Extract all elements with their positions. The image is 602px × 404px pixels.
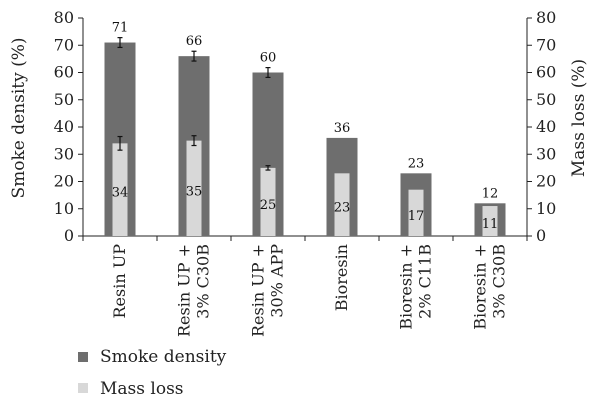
right-tick-label: 20 <box>536 172 556 191</box>
bar-mass-loss <box>482 206 498 236</box>
right-tick-label: 0 <box>536 226 546 245</box>
bar-mass-loss <box>260 167 276 236</box>
data-label-mass-loss: 35 <box>186 184 203 199</box>
bar-mass-loss <box>334 173 350 236</box>
legend-label-mass-loss: Mass loss <box>100 379 184 399</box>
data-label-smoke-density: 12 <box>482 186 499 201</box>
data-label-mass-loss: 23 <box>334 201 351 216</box>
left-tick-label: 80 <box>54 8 74 27</box>
category-label: Bioresin +2% C11B <box>397 244 435 330</box>
axes <box>82 18 528 237</box>
data-label-mass-loss: 17 <box>408 209 425 224</box>
left-tick-label: 0 <box>64 226 74 245</box>
category-label: Bioresin <box>332 244 351 311</box>
data-label-smoke-density: 66 <box>186 34 203 49</box>
data-label-smoke-density: 23 <box>408 156 425 171</box>
error-bar <box>191 50 197 62</box>
category-label-line: 3% C30B <box>194 244 213 319</box>
bars: 71 34 66 35 60 25 36 23 23 17 12 11 <box>104 21 506 237</box>
data-label-mass-loss: 34 <box>112 186 129 201</box>
category-labels: Resin UP Resin UP +3% C30B Resin UP +30% A… <box>82 236 528 337</box>
right-y-axis-title: Mass loss (%) <box>569 59 589 177</box>
left-tick-label: 30 <box>54 144 74 163</box>
error-bar <box>117 135 123 151</box>
legend: Smoke density Mass loss <box>78 347 227 399</box>
bar-mass-loss <box>408 189 424 236</box>
data-label-smoke-density: 60 <box>260 51 277 66</box>
right-tick-label: 50 <box>536 90 556 109</box>
category-label: Bioresin +3% C30B <box>471 244 509 330</box>
right-tick-label: 30 <box>536 144 556 163</box>
category-label-line: Resin UP <box>110 244 129 319</box>
bar-mass-loss <box>186 140 202 236</box>
data-label-smoke-density: 36 <box>334 121 351 136</box>
category-label-line: 3% C30B <box>490 244 509 319</box>
right-tick-label: 40 <box>536 117 556 136</box>
error-bar <box>265 165 271 171</box>
data-label-smoke-density: 71 <box>112 21 129 36</box>
left-tick-label: 70 <box>54 35 74 54</box>
data-label-mass-loss: 11 <box>482 217 499 232</box>
left-tick-label: 50 <box>54 90 74 109</box>
error-bar <box>117 37 123 49</box>
right-tick-label: 10 <box>536 199 556 218</box>
left-y-ticks: 0 10 20 30 40 50 60 70 80 <box>54 8 83 245</box>
legend-swatch-smoke-density <box>78 352 88 362</box>
category-label-line: Bioresin <box>332 244 351 311</box>
right-y-ticks: 0 10 20 30 40 50 60 70 80 <box>527 8 556 245</box>
left-tick-label: 40 <box>54 117 74 136</box>
left-tick-label: 20 <box>54 172 74 191</box>
right-tick-label: 60 <box>536 63 556 82</box>
category-label-line: Bioresin + <box>397 244 416 330</box>
category-label: Resin UP <box>110 244 129 319</box>
data-label-mass-loss: 25 <box>260 198 277 213</box>
error-bar <box>191 135 197 147</box>
bar-mass-loss <box>112 143 128 236</box>
category-label-line: Resin UP + <box>249 244 268 337</box>
category-label-line: 2% C11B <box>416 244 435 319</box>
category-label-line: Bioresin + <box>471 244 490 330</box>
category-label-line: Resin UP + <box>175 244 194 337</box>
category-label: Resin UP +3% C30B <box>175 244 213 337</box>
right-tick-label: 70 <box>536 35 556 54</box>
legend-label-smoke-density: Smoke density <box>100 347 227 367</box>
error-bar <box>265 66 271 79</box>
category-label: Resin UP +30% APP <box>249 244 287 337</box>
right-tick-label: 80 <box>536 8 556 27</box>
left-tick-label: 10 <box>54 199 74 218</box>
left-tick-label: 60 <box>54 63 74 82</box>
category-label-line: 30% APP <box>268 244 287 318</box>
left-y-axis-title: Smoke density (%) <box>9 37 29 198</box>
legend-swatch-mass-loss <box>78 383 88 393</box>
